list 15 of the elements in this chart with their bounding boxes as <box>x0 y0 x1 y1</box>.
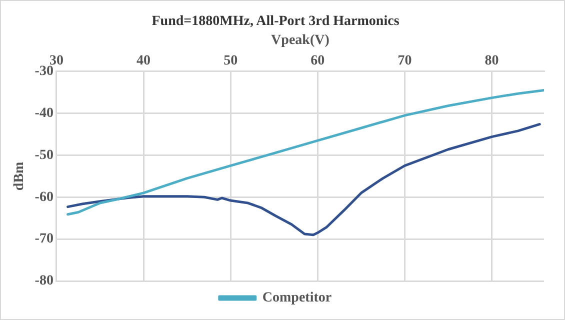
y-tick-label: -80 <box>34 274 54 289</box>
y-axis-title: dBm <box>12 161 28 191</box>
x-tick-label: 60 <box>310 54 325 69</box>
legend-label: Competitor <box>262 290 332 306</box>
x-tick-label: 40 <box>136 54 151 69</box>
y-tick-label: -30 <box>34 64 54 80</box>
y-tick-label: -50 <box>34 148 54 163</box>
chart-title: Fund=1880MHz, All-Port 3rd Harmonics <box>152 14 400 30</box>
x-tick-label: 50 <box>224 54 238 69</box>
x-axis-title: Vpeak(V) <box>271 32 330 48</box>
x-tick-label: 80 <box>484 54 499 69</box>
y-tick-label: -40 <box>34 106 54 121</box>
y-tick-label: -70 <box>34 232 54 247</box>
y-tick-label: -60 <box>34 190 54 205</box>
x-tick-label: 70 <box>398 54 412 69</box>
